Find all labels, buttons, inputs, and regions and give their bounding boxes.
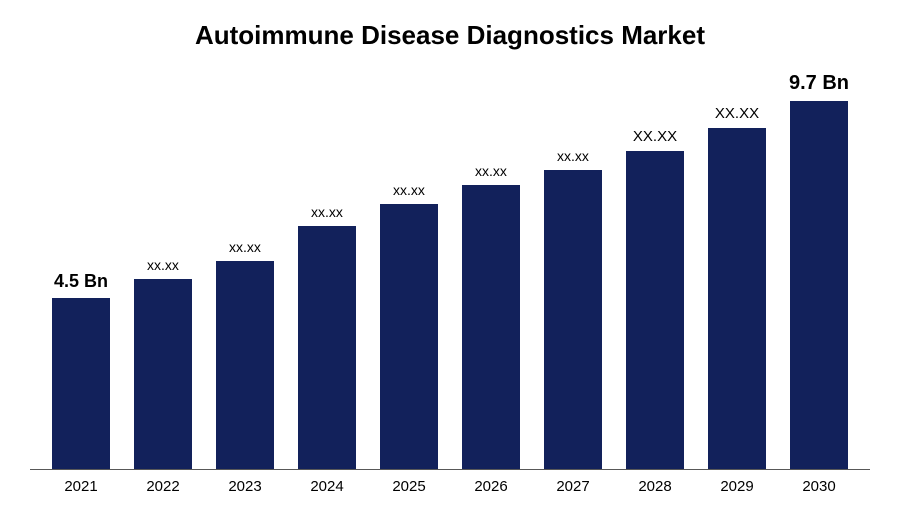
plot-area: 4.5 Bn xx.xx xx.xx xx.xx xx.xx xx.xx xx.xx XX.X… <box>30 71 870 495</box>
xaxis-label: 2028 <box>614 478 696 495</box>
bar-value-label: xx.xx <box>229 239 261 255</box>
bar-wrapper: 4.5 Bn <box>40 71 122 469</box>
bar-value-label: XX.XX <box>715 105 759 122</box>
xaxis-label: 2029 <box>696 478 778 495</box>
bar-wrapper: xx.xx <box>122 71 204 469</box>
chart-container: Autoimmune Disease Diagnostics Market 4.… <box>0 0 900 525</box>
bar <box>626 151 683 469</box>
bar-wrapper: xx.xx <box>532 71 614 469</box>
bar <box>52 298 109 469</box>
chart-title: Autoimmune Disease Diagnostics Market <box>30 20 870 51</box>
bar <box>462 185 519 469</box>
xaxis-label: 2027 <box>532 478 614 495</box>
bar-value-label: xx.xx <box>557 148 589 164</box>
bar-wrapper: xx.xx <box>204 71 286 469</box>
bar-value-label: xx.xx <box>311 204 343 220</box>
bar <box>380 204 437 469</box>
bar-value-label: xx.xx <box>475 163 507 179</box>
bar-wrapper: 9.7 Bn <box>778 71 860 469</box>
xaxis-label: 2021 <box>40 478 122 495</box>
bar <box>216 261 273 469</box>
xaxis-label: 2025 <box>368 478 450 495</box>
bar-wrapper: XX.XX <box>696 71 778 469</box>
xaxis-label: 2023 <box>204 478 286 495</box>
bar-wrapper: xx.xx <box>450 71 532 469</box>
bar <box>298 226 355 469</box>
bar <box>790 101 847 469</box>
bar <box>544 170 601 469</box>
bar-value-label: XX.XX <box>633 128 677 145</box>
xaxis-label: 2024 <box>286 478 368 495</box>
bars-row: 4.5 Bn xx.xx xx.xx xx.xx xx.xx xx.xx xx.xx XX.X… <box>30 71 870 470</box>
bar-wrapper: xx.xx <box>368 71 450 469</box>
bar-value-label: 4.5 Bn <box>54 271 108 292</box>
xaxis-label: 2030 <box>778 478 860 495</box>
xaxis-row: 2021202220232024202520262027202820292030 <box>30 470 870 495</box>
bar-wrapper: XX.XX <box>614 71 696 469</box>
bar-wrapper: xx.xx <box>286 71 368 469</box>
xaxis-label: 2022 <box>122 478 204 495</box>
bar-value-label: xx.xx <box>147 257 179 273</box>
bar-value-label: xx.xx <box>393 182 425 198</box>
xaxis-label: 2026 <box>450 478 532 495</box>
bar <box>708 128 765 469</box>
bar <box>134 279 191 469</box>
bar-value-label: 9.7 Bn <box>789 72 849 95</box>
